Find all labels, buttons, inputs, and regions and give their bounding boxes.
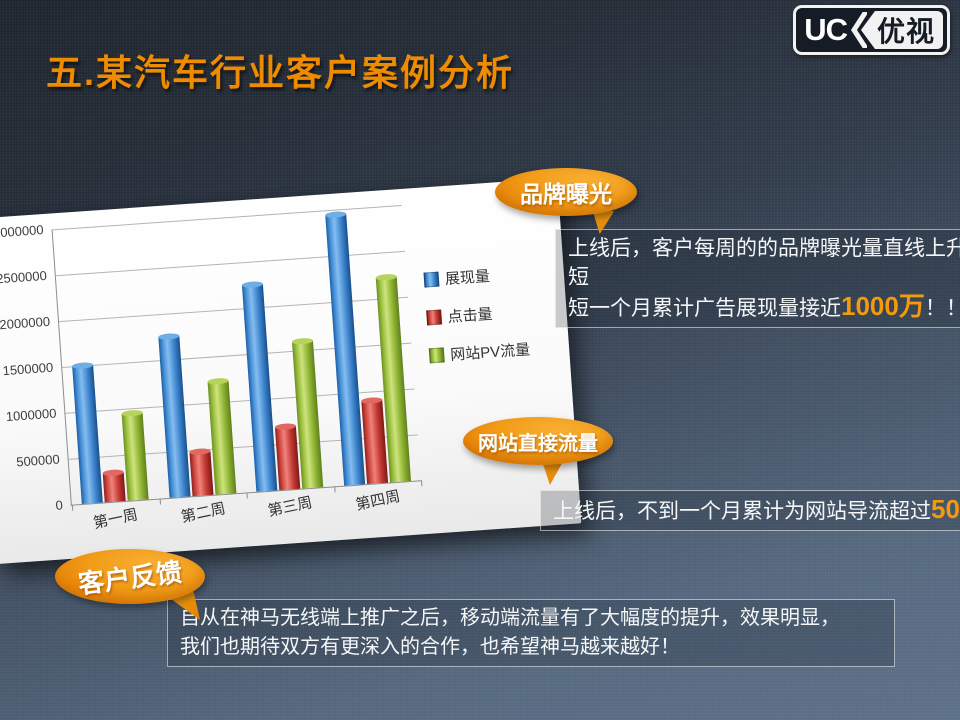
y-axis-tick-label: 500000: [15, 451, 61, 470]
feedback-note-line1: 自从在神马无线端上推广之后，移动端流量有了大幅度的提升，效果明显，: [180, 607, 840, 629]
chart-card: 3000000 2500000 2000000 1500000 1000000 50000…: [0, 178, 582, 564]
chart-legend: 展现量点击量网站PV流量: [423, 263, 531, 367]
uc-logo-letters: UC: [804, 12, 848, 47]
brand-exposure-label: 品牌曝光: [520, 181, 612, 207]
x-axis-tick: [420, 480, 423, 487]
y-axis-tick-label: 2500000: [0, 267, 48, 287]
y-axis-tick-label: 3000000: [0, 222, 45, 241]
bar-展现量: [242, 283, 278, 492]
chevron-left-icon: [851, 12, 867, 48]
legend-item: 点击量: [426, 300, 528, 328]
legend-label: 展现量: [444, 268, 491, 289]
brand-exposure-note: 上线后，客户每周的的品牌曝光量直线上升，短 短一个月累计广告展现量接近1000万…: [555, 229, 960, 328]
y-axis-tick-label: 1000000: [5, 405, 57, 425]
logo-name-panel: 优视: [860, 11, 943, 49]
legend-swatch-点击量: [426, 309, 443, 326]
site-traffic-note: 上线后，不到一个月累计为网站导流超过500万: [540, 490, 960, 531]
bar-group: [72, 362, 149, 504]
bar-group: [242, 281, 324, 492]
customer-feedback-note: 自从在神马无线端上推广之后，移动端流量有了大幅度的提升，效果明显， 我们也期待双…: [167, 599, 895, 667]
logo-name-text: 优视: [876, 16, 935, 47]
bar-网站PV流量: [121, 412, 149, 501]
brand-note-line2: 短一个月累计广告展现量接近1000万！！！: [568, 292, 960, 323]
bar-group: [158, 333, 237, 498]
y-axis-tick-label: 0: [55, 497, 64, 513]
y-axis-tick-label: 1500000: [2, 359, 54, 379]
y-axis: 3000000 2500000 2000000 1500000 1000000 50000…: [0, 222, 64, 513]
bar-groups: [53, 205, 421, 505]
traffic-note-highlight: 500万: [931, 494, 960, 524]
page-title: 五.某汽车行业客户案例分析: [46, 52, 515, 93]
plot-area: [51, 204, 423, 511]
bar-点击量: [102, 471, 126, 503]
site-traffic-bubble: 网站直接流量: [463, 417, 613, 465]
brand-note-line1: 上线后，客户每周的的品牌曝光量直线上升，短: [568, 237, 960, 289]
x-axis-label: 第二周: [179, 500, 227, 527]
bar-点击量: [189, 450, 214, 497]
legend-item: 展现量: [423, 263, 525, 291]
legend-item: 网站PV流量: [428, 338, 531, 366]
x-axis-label: 第三周: [266, 493, 315, 520]
bar-点击量: [275, 426, 301, 491]
brand-note-highlight: 1000万: [841, 291, 925, 321]
legend-swatch-展现量: [423, 271, 440, 288]
customer-feedback-bubble: 客户反馈: [55, 549, 205, 604]
feedback-note-line2: 我们也期待双方有更深入的合作，也希望神马越来越好！: [180, 636, 680, 658]
brand-note-line2-pre: 短一个月累计广告展现量接近: [568, 297, 841, 320]
bar-点击量: [361, 400, 388, 485]
brand-exposure-bubble: 品牌曝光: [495, 168, 637, 216]
legend-swatch-网站PV流量: [428, 347, 445, 364]
y-axis-tick-label: 2000000: [0, 313, 51, 333]
legend-label: 网站PV流量: [449, 341, 531, 364]
bar-展现量: [324, 213, 365, 486]
legend-label: 点击量: [447, 305, 494, 327]
bar-展现量: [158, 335, 191, 498]
bar-展现量: [72, 364, 103, 504]
traffic-note-pre: 上线后，不到一个月累计为网站导流超过: [553, 500, 931, 523]
x-axis-label: 第一周: [92, 506, 140, 533]
bar-group: [324, 210, 411, 486]
x-axis-label: 第四周: [353, 487, 402, 514]
site-traffic-label: 网站直接流量: [478, 432, 598, 455]
uc-logo: UC 优视: [793, 5, 950, 55]
customer-feedback-label: 客户反馈: [76, 556, 184, 600]
brand-note-line2-post: ！！！: [924, 297, 960, 320]
